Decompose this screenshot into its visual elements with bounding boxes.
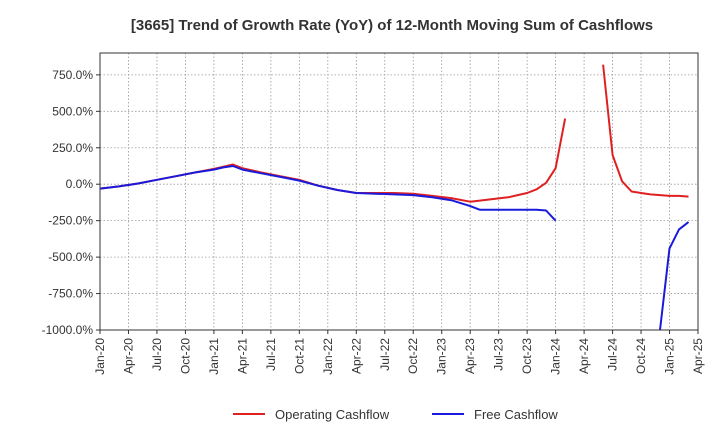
x-axis: Jan-20 Apr-20 Jul-20 Oct-20 Jan-21 Apr-21 Jul-… (93, 330, 705, 375)
y-tick-label: 750.0% (52, 68, 93, 82)
legend-label: Free Cashflow (474, 407, 558, 422)
legend-label: Operating Cashflow (275, 407, 390, 422)
y-tick-label: -1000.0% (42, 323, 94, 337)
x-tick-label: Jul-24 (606, 338, 620, 371)
x-tick-label: Apr-23 (463, 338, 477, 374)
x-tick-label: Jan-20 (93, 338, 107, 375)
chart-title: [3665] Trend of Growth Rate (YoY) of 12-… (131, 17, 653, 34)
series-line-operating-cashflow (99, 64, 689, 203)
x-tick-label: Apr-21 (235, 338, 249, 374)
y-tick-label: 0.0% (66, 177, 94, 191)
x-tick-label: Jan-25 (663, 338, 677, 375)
x-tick-label: Oct-20 (178, 338, 192, 374)
y-tick-label: -750.0% (48, 287, 93, 301)
x-tick-label: Apr-22 (349, 338, 363, 374)
y-tick-label: -500.0% (48, 250, 93, 264)
x-tick-label: Jan-21 (207, 338, 221, 375)
x-tick-label: Oct-22 (406, 338, 420, 374)
x-tick-label: Apr-20 (121, 338, 135, 374)
x-tick-label: Oct-24 (634, 338, 648, 374)
series-lines (99, 64, 690, 331)
y-axis: 750.0% 500.0% 250.0% 0.0% -250.0% -500.0% -750… (42, 68, 100, 337)
x-tick-label: Oct-23 (520, 338, 534, 374)
series-line-free-cashflow (99, 165, 690, 331)
x-tick-label: Jan-23 (435, 338, 449, 375)
x-tick-label: Jan-22 (321, 338, 335, 375)
x-tick-label: Jul-22 (378, 338, 392, 371)
x-tick-label: Apr-25 (691, 338, 705, 374)
x-tick-label: Oct-21 (292, 338, 306, 374)
legend-item: Operating Cashflow (233, 407, 390, 422)
x-tick-label: Jul-23 (492, 338, 506, 371)
grid (99, 53, 699, 331)
y-tick-label: -250.0% (48, 214, 93, 228)
x-tick-label: Jan-24 (549, 338, 563, 375)
plot-border (99, 52, 699, 331)
x-tick-label: Jul-21 (264, 338, 278, 371)
x-tick-label: Apr-24 (577, 338, 591, 374)
legend: Operating Cashflow Free Cashflow (233, 407, 558, 422)
y-tick-label: 500.0% (52, 104, 93, 118)
y-tick-label: 250.0% (52, 141, 93, 155)
x-tick-label: Jul-20 (150, 338, 164, 371)
legend-item: Free Cashflow (432, 407, 558, 422)
